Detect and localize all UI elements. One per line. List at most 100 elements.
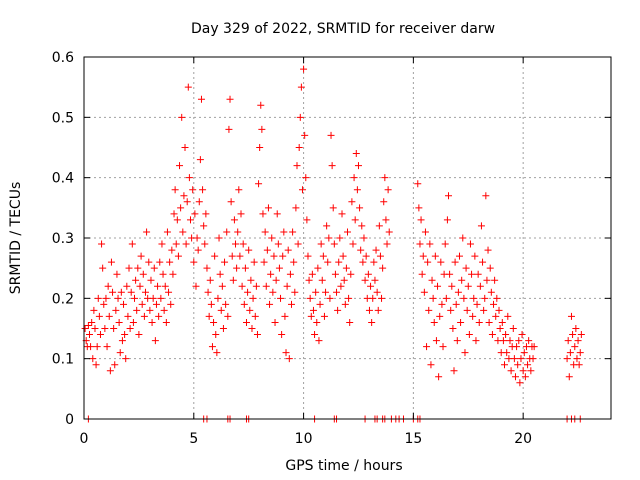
data-point [228,252,236,260]
y-axis-label: SRMTID / TECUs [8,182,24,295]
data-point [461,349,469,357]
data-point [482,192,490,200]
data-point [281,312,289,320]
data-point [232,240,240,248]
data-point [442,294,450,302]
data-point [193,234,201,242]
data-point [521,373,529,381]
data-point [244,288,252,296]
data-point [122,355,130,363]
data-point [115,318,123,326]
data-point [365,306,373,314]
data-point [135,331,143,339]
data-point [455,252,463,260]
data-point [98,240,106,248]
data-point [167,300,175,308]
data-point [154,282,162,290]
data-point [315,337,323,345]
data-point [379,264,387,272]
data-point [574,337,582,345]
data-point [124,312,132,320]
data-point [238,282,246,290]
data-point [121,331,129,339]
data-point [459,234,467,242]
y-tick-label: 0.5 [52,110,74,126]
data-point [443,216,451,224]
data-point [211,252,219,260]
data-point [326,294,334,302]
data-point [529,355,537,363]
data-point [349,240,357,248]
data-point [369,294,377,302]
data-point [286,270,294,278]
data-point [350,174,358,182]
y-tick-label: 0.4 [52,171,74,187]
data-point [353,186,361,194]
data-point [110,325,118,332]
data-point [84,321,92,329]
data-point [462,264,470,272]
data-point [116,349,124,357]
data-point [319,252,327,260]
data-point [346,318,354,326]
data-point [417,216,425,224]
data-point [311,331,319,339]
data-point [418,270,426,278]
data-point [214,294,222,302]
data-point [261,228,269,236]
data-point [414,180,422,188]
data-point [273,210,281,218]
data-point [260,258,268,266]
data-point [447,306,455,314]
data-point [294,240,302,248]
data-point [569,331,577,339]
data-point [576,349,584,357]
data-point [298,186,306,194]
data-point [325,234,333,242]
data-point [458,276,466,284]
data-point [437,258,445,266]
data-point [420,288,428,296]
data-point [331,270,339,278]
data-point [441,240,449,248]
data-point [426,240,434,248]
data-point [449,325,457,332]
data-point [320,312,328,320]
data-point [487,288,495,296]
data-point [435,373,443,381]
data-point [333,288,341,296]
data-point [367,282,375,290]
data-point [120,300,128,308]
data-point [216,270,224,278]
data-point [463,306,471,314]
data-point [284,246,292,254]
y-tick-label: 0.6 [52,50,74,66]
data-point [272,276,280,284]
data-point [128,240,136,248]
data-point [177,204,185,212]
data-point [330,240,338,248]
data-point [306,294,314,302]
data-point [293,162,301,170]
data-point [307,312,315,320]
data-point [327,131,335,139]
data-point [111,361,119,369]
data-point [112,306,120,314]
data-point [118,337,126,345]
data-point [309,306,317,314]
data-point [95,312,103,320]
data-point [114,294,122,302]
data-point [109,288,117,296]
data-point [477,222,485,230]
data-point [145,258,153,266]
data-point [525,337,533,345]
data-point [133,306,141,314]
data-point [203,264,211,272]
data-point [438,300,446,308]
data-point [233,264,241,272]
data-point [201,240,209,248]
data-point [246,306,254,314]
data-point [217,306,225,314]
data-point [180,192,188,200]
